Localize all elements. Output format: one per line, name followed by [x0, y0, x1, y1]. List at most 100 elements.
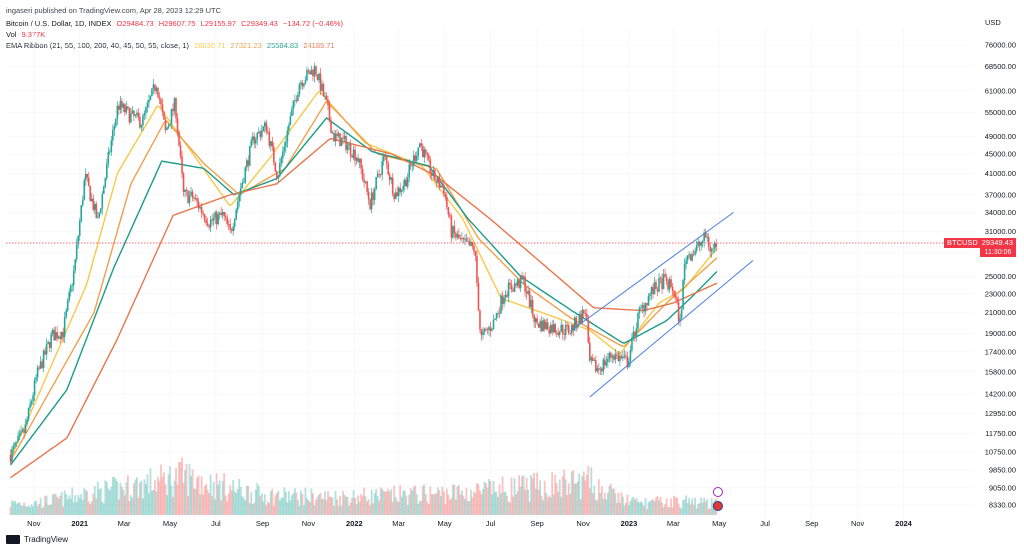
candle-body: [327, 99, 329, 106]
volume-bar: [149, 468, 152, 515]
volume-bar: [53, 493, 56, 515]
volume-bar: [605, 499, 608, 515]
volume-bar: [26, 506, 28, 515]
trend-channel[interactable]: [569, 211, 754, 398]
ribbon-value-1: 28630.71: [194, 41, 226, 50]
ribbon-label[interactable]: EMA Ribbon (21, 55, 100, 200, 40, 45, 50…: [6, 41, 190, 50]
volume-bar: [376, 495, 379, 515]
price-axis[interactable]: 76000.00 68500.00 61000.00 55000.00 49000.00…: [985, 41, 1016, 510]
candle-body: [166, 127, 168, 130]
volume-bar: [140, 480, 143, 515]
volume-bar: [600, 486, 603, 515]
volume-bar: [120, 486, 123, 515]
volume-bar: [339, 495, 341, 515]
price-tick-label: 9850.00: [989, 466, 1016, 475]
time-axis[interactable]: Nov 2021 Mar May Jul Sep Nov 2022 Mar May Jul Sep No…: [27, 519, 913, 528]
volume-bar: [470, 489, 472, 515]
volume-bar: [30, 504, 33, 515]
candle-body: [479, 310, 481, 330]
volume-bar: [330, 497, 332, 515]
candle-body: [649, 293, 651, 297]
candle-body: [363, 179, 365, 183]
volume-bar: [175, 467, 177, 515]
volume-bar: [578, 473, 581, 515]
candle-body: [330, 120, 332, 134]
volume-bar: [57, 498, 60, 515]
volume-bar: [9, 506, 12, 515]
event-markers: [712, 487, 723, 511]
candle-body: [270, 141, 272, 146]
candle-body: [226, 217, 228, 225]
candle-body: [528, 290, 531, 308]
candle-body: [561, 325, 564, 335]
volume-bar: [71, 487, 74, 515]
candle-body: [274, 162, 277, 172]
volume-bar: [432, 494, 435, 515]
volume-bar: [433, 494, 436, 515]
candle-body: [653, 282, 656, 295]
candle-body: [116, 105, 119, 120]
candle-body: [414, 155, 417, 161]
candle-body: [324, 95, 326, 97]
candle-body: [321, 83, 323, 91]
symbol-name[interactable]: Bitcoin / U.S. Dollar, 1D, INDEX: [6, 19, 112, 28]
volume-bar: [445, 488, 448, 515]
candle-body: [709, 246, 711, 252]
candle-body: [567, 325, 570, 334]
candle-body: [662, 274, 665, 290]
volume-bar: [537, 489, 540, 515]
candle-body: [115, 119, 117, 127]
volume-bar: [275, 492, 278, 515]
volume-bar: [430, 494, 433, 515]
candle-body: [77, 236, 80, 245]
candle-body: [573, 317, 576, 331]
candle-body: [626, 356, 629, 368]
volume-bar: [622, 496, 624, 515]
volume-bar: [473, 491, 475, 515]
volume-bar: [351, 497, 353, 515]
candle-body: [441, 185, 444, 188]
volume-bar: [429, 486, 432, 515]
volume-bar: [345, 496, 347, 515]
volume-bar: [259, 495, 262, 515]
candle-body: [345, 136, 347, 151]
volume-bar: [244, 500, 247, 515]
last-price-symbol: BTCUSD: [947, 238, 978, 247]
candle-body: [145, 107, 147, 113]
candle-body: [643, 305, 645, 312]
candle-body: [412, 155, 415, 166]
candle-body: [130, 113, 132, 123]
footer: TradingView: [6, 535, 68, 544]
volume-bar: [406, 505, 409, 515]
volume-bar: [170, 485, 173, 515]
volume-bar: [29, 507, 31, 515]
volume-bar: [504, 491, 507, 515]
volume-bar: [256, 482, 259, 515]
volume-bar: [631, 498, 633, 515]
volume-bar: [498, 484, 501, 515]
volume-bar: [668, 507, 671, 515]
candle-body: [182, 173, 185, 192]
candle-body: [125, 106, 128, 113]
volume-bar: [444, 504, 447, 515]
candle-body: [208, 225, 210, 228]
candle-body: [459, 238, 462, 240]
candle-body: [462, 238, 465, 240]
price-tick-label: 76000.00: [985, 41, 1016, 50]
tradingview-logo-icon[interactable]: [6, 535, 20, 544]
candle-body: [677, 302, 680, 322]
brand-name[interactable]: TradingView: [24, 535, 69, 544]
candle-body: [560, 325, 563, 332]
currency-label[interactable]: USD: [985, 18, 1001, 27]
volume-label[interactable]: Vol: [6, 30, 17, 39]
candle-body: [421, 145, 424, 158]
candle-body: [542, 320, 544, 331]
candle-body: [637, 313, 639, 329]
candle-body: [318, 73, 320, 80]
time-tick-label: Jul: [760, 519, 770, 528]
candle-body: [227, 224, 230, 225]
candle-body: [519, 275, 522, 288]
candle-body: [104, 177, 107, 187]
